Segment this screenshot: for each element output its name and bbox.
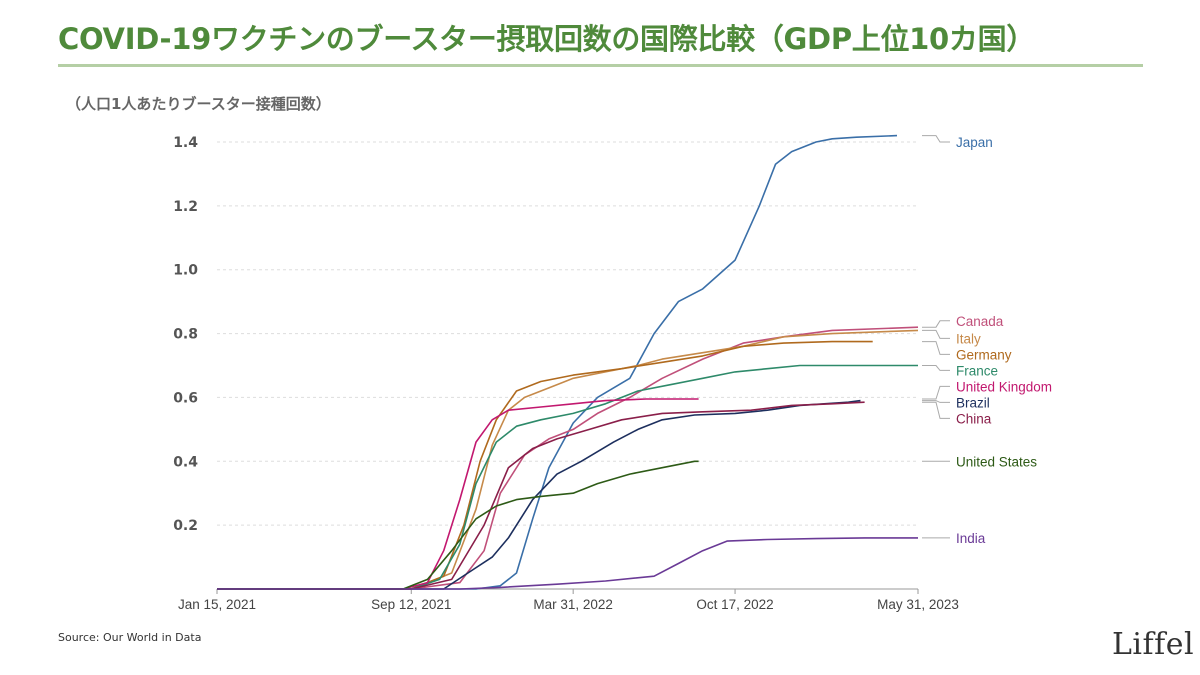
x-tick-label: Oct 17, 2022 — [696, 597, 773, 612]
label-connector-germany — [922, 341, 950, 355]
x-tick-label: May 31, 2023 — [877, 597, 959, 612]
series-line-germany — [217, 340, 873, 590]
brand-logo: Liffel — [1112, 627, 1195, 662]
chart-title: COVID-19ワクチンのブースター摂取回数の国際比較（GDP上位10カ国） — [58, 22, 1036, 56]
series-label-united-states: United States — [956, 454, 1037, 469]
axes: 0.2 0.4 0.6 0.8 1.0 1.2 1.4 Jan 15, 2021 Sep 12,… — [173, 135, 959, 612]
x-tick-label: Sep 12, 2021 — [371, 597, 451, 612]
y-tick-label: 0.6 — [173, 390, 198, 406]
series-line-china — [217, 401, 865, 590]
title-divider — [58, 64, 1143, 67]
source-note: Source: Our World in Data — [58, 631, 202, 644]
label-connector-china — [922, 401, 950, 419]
y-tick-label: 0.2 — [173, 518, 198, 534]
series-label-germany: Germany — [956, 347, 1012, 362]
series-label-china: China — [956, 411, 992, 426]
series-label-canada: Canada — [956, 314, 1004, 329]
series-label-france: France — [956, 363, 998, 378]
series-label-india: India — [956, 531, 986, 546]
label-connector-france — [922, 365, 950, 371]
y-axis-unit-note: （人口1人あたりブースター接種回数） — [66, 95, 331, 113]
y-tick-label: 1.2 — [173, 199, 198, 215]
y-tick-label: 0.4 — [173, 454, 198, 470]
y-tick-label: 1.0 — [173, 263, 198, 279]
series-line-united-states — [217, 460, 699, 590]
series-line-italy — [217, 329, 919, 590]
series-line-brazil — [217, 399, 861, 590]
series-line-united-kingdom — [217, 398, 699, 590]
y-tick-label: 1.4 — [173, 135, 198, 151]
label-connector-united-kingdom — [922, 385, 950, 400]
series-line-india — [217, 537, 918, 590]
series-label-japan: Japan — [956, 135, 993, 150]
label-connector-brazil — [922, 400, 950, 403]
x-tick-label: Jan 15, 2021 — [178, 597, 256, 612]
y-tick-label: 0.8 — [173, 327, 198, 343]
series-line-canada — [217, 326, 919, 590]
label-connector-japan — [922, 135, 950, 143]
series-line-japan — [217, 134, 898, 590]
label-connector-canada — [922, 320, 950, 328]
series-line-france — [217, 364, 918, 590]
series-label-brazil: Brazil — [956, 395, 990, 410]
series-label-italy: Italy — [956, 331, 981, 346]
series-lines — [217, 134, 919, 590]
label-connector-italy — [922, 329, 950, 339]
series-label-united-kingdom: United Kingdom — [956, 379, 1052, 394]
x-tick-label: Mar 31, 2022 — [533, 597, 613, 612]
gridlines — [217, 141, 918, 526]
